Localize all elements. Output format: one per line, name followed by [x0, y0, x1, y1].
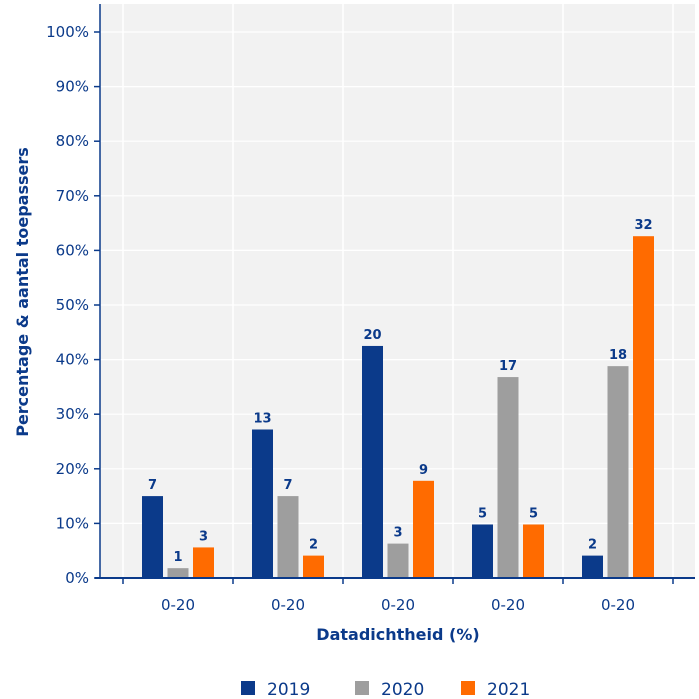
y-tick-label: 0%: [65, 569, 89, 587]
bar-2019: [582, 555, 603, 578]
bar-2019: [252, 429, 273, 578]
bar-2019: [362, 345, 383, 578]
legend-label-2021: 2021: [487, 680, 530, 699]
bar-2021: [413, 480, 434, 578]
x-tick-label: 0-20: [601, 596, 635, 614]
data-label: 3: [199, 529, 208, 544]
data-label: 1: [173, 550, 182, 565]
legend-swatch-2021: [461, 681, 475, 695]
bar-2020: [167, 568, 189, 578]
data-label: 20: [363, 328, 381, 343]
legend-swatch-2019: [241, 681, 255, 695]
data-label: 13: [253, 411, 271, 426]
data-label: 7: [148, 478, 157, 493]
data-label: 32: [634, 218, 652, 233]
legend-swatch-2020: [355, 681, 369, 695]
bar-2021: [633, 236, 654, 579]
data-label: 5: [529, 506, 538, 521]
y-tick-label: 60%: [56, 241, 89, 259]
data-label: 9: [419, 463, 428, 478]
grid: [100, 4, 695, 579]
data-label: 17: [499, 359, 517, 374]
bar-2020: [497, 377, 519, 578]
x-tick-labels: 0-20 0-20 0-20 0-20 0-20: [161, 596, 635, 614]
data-label: 2: [588, 538, 597, 553]
y-tick-label: 30%: [56, 405, 89, 423]
y-tick-label: 90%: [56, 78, 89, 96]
bar-2021: [193, 547, 214, 578]
plot-area: [100, 4, 695, 578]
axes: [94, 4, 695, 584]
y-tick-labels: 0% 10% 20% 30% 40% 50% 60% 70% 80% 90% 100%: [46, 23, 89, 587]
legend-label-2020: 2020: [381, 680, 424, 699]
bar-2021: [303, 555, 324, 578]
y-tick-label: 40%: [56, 351, 89, 369]
x-tick-label: 0-20: [491, 596, 525, 614]
bars: [142, 236, 654, 579]
data-label: 5: [478, 506, 487, 521]
bar-2019: [142, 496, 163, 578]
data-label: 2: [309, 538, 318, 553]
data-label: 7: [283, 478, 292, 493]
x-tick-label: 0-20: [271, 596, 305, 614]
data-label: 18: [609, 348, 627, 363]
x-tick-label: 0-20: [161, 596, 195, 614]
y-tick-label: 80%: [56, 132, 89, 150]
y-tick-label: 10%: [56, 514, 89, 532]
bar-2019: [472, 524, 493, 578]
legend-label-2019: 2019: [267, 680, 310, 699]
bar-2021: [523, 524, 544, 578]
x-tick-label: 0-20: [381, 596, 415, 614]
legend: 2019 2020 2021: [241, 680, 530, 699]
bar-2020: [387, 543, 409, 578]
bar-2020: [277, 496, 299, 578]
y-tick-label: 70%: [56, 187, 89, 205]
y-tick-label: 20%: [56, 460, 89, 478]
data-label: 3: [393, 526, 402, 541]
bar-2020: [607, 366, 629, 578]
x-axis-title: Datadichtheid (%): [316, 625, 479, 644]
y-axis-title: Percentage & aantal toepassers: [13, 147, 32, 437]
y-tick-label: 50%: [56, 296, 89, 314]
y-tick-label: 100%: [46, 23, 89, 41]
